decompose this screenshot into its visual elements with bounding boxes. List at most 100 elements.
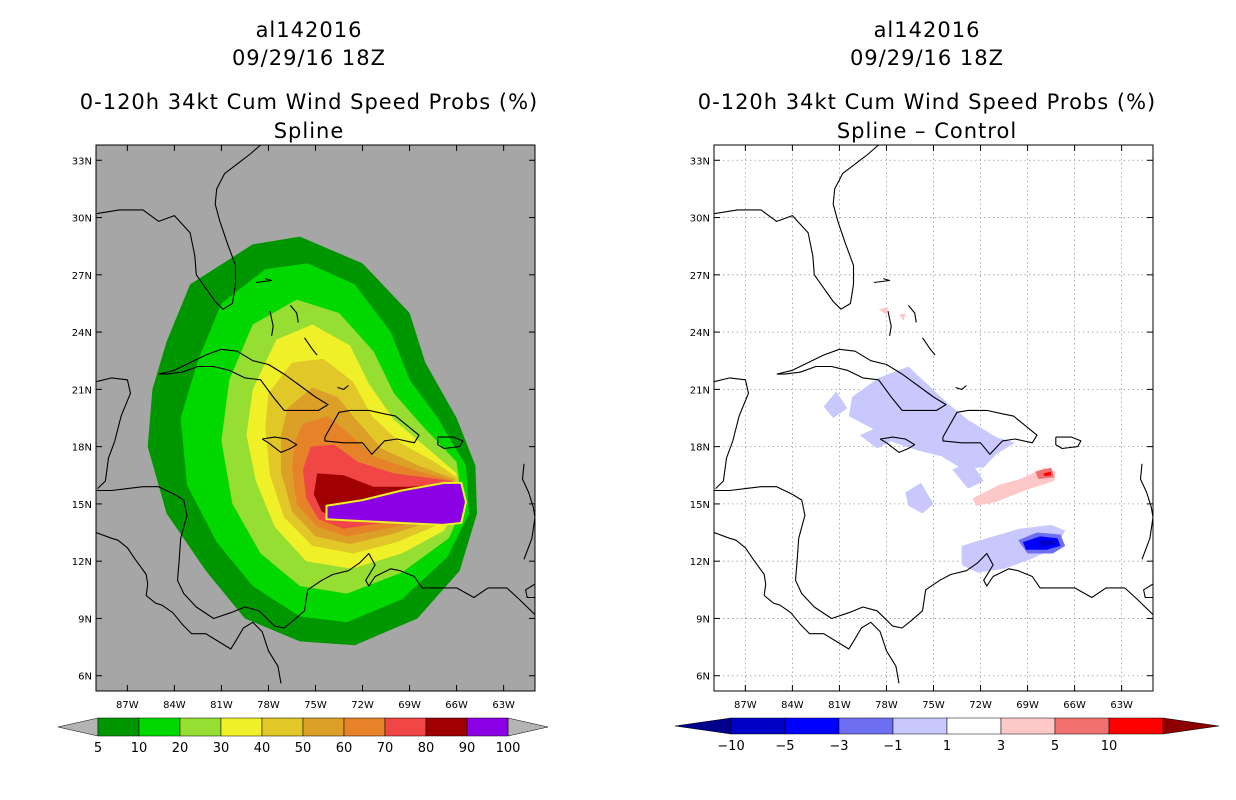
colorbar-label: 70 [377,741,394,756]
y-tick-label: 24N [72,328,92,339]
storm-id: al142016 [873,18,981,42]
x-tick-label: 69W [398,700,421,711]
difference-region [1038,540,1056,546]
coastline [1055,436,1082,450]
colorbar-swatch [343,717,386,737]
colorbar-label: 60 [336,741,353,756]
y-tick-label: 9N [78,614,92,625]
coastline [887,310,892,336]
colorbar-swatch [1000,717,1056,735]
colorbar-swatch [97,717,140,737]
coastline [942,409,1038,455]
panel-difference: al142016 09/29/16 18Z 0-120h 34kt Cum Wi… [618,0,1236,800]
coastline [922,337,936,356]
colorbar-label: 10 [131,741,148,756]
coastline [158,348,329,411]
coastline [1139,463,1153,560]
y-tick-label: 27N [690,271,710,282]
coastline [776,348,947,411]
colorbar-label: −10 [717,739,744,754]
coastline [714,145,879,310]
colorbar-high-arrow [1162,717,1220,735]
colorbar-label: 30 [213,741,230,756]
colorbar-swatch [730,717,786,735]
x-tick-label: 84W [163,700,186,711]
difference-region [1043,471,1052,477]
plot-area [714,145,1153,691]
panel-spline: al142016 09/29/16 18Z 0-120h 34kt Cum Wi… [57,18,549,756]
coastline [269,310,274,336]
colorbar-label: −5 [775,739,794,754]
colorbar-label: 80 [418,741,435,756]
y-tick-label: 15N [72,500,92,511]
product-title: 0-120h 34kt Cum Wind Speed Probs (%) [697,90,1157,114]
y-tick-label: 18N [72,443,92,454]
difference-region [952,461,984,489]
colorbar-swatch [261,717,304,737]
x-tick-label: 84W [781,700,804,711]
coastline [714,377,750,489]
forecast-datetime: 09/29/16 18Z [849,46,1005,70]
colorbar-label: −1 [883,739,902,754]
x-tick-label: 87W [734,700,757,711]
y-tick-label: 6N [696,672,710,683]
coastline [337,385,349,390]
x-tick-label: 78W [875,700,898,711]
coastline [437,436,464,450]
y-tick-label: 33N [690,156,710,167]
colorbar-label: 40 [254,741,271,756]
y-tick-label: 18N [690,443,710,454]
coastline [873,278,891,284]
colorbar-label: 20 [172,741,189,756]
x-tick-label: 69W [1016,700,1039,711]
wind-prob-map: 87W 84W 81W 78W 75W 72W 69W 66W 63W 6N 9N 12N 15N 18N… [57,144,549,756]
y-tick-label: 24N [690,328,710,339]
x-tick-label: 63W [492,700,515,711]
y-tick-label: 33N [72,156,92,167]
coastline [96,531,282,684]
difference-region [899,313,906,321]
y-tick-label: 30N [690,214,710,225]
y-tick-label: 9N [696,614,710,625]
colorbar-swatch [784,717,840,735]
colorbar-swatch [838,717,894,735]
y-tick-label: 6N [78,672,92,683]
colorbar-swatch [946,717,1002,735]
x-tick-label: 75W [304,700,327,711]
x-tick-label: 81W [210,700,233,711]
colorbar-label: 3 [997,739,1005,754]
plot-area [96,145,535,684]
colorbar-label: 10 [1101,739,1118,754]
colorbar-label: −3 [829,739,848,754]
forecast-datetime: 09/29/16 18Z [231,46,387,70]
coastline [1143,583,1153,599]
colorbar-label: 50 [295,741,312,756]
panel-subtitle: Spline – Control [836,119,1018,143]
colorbar-swatch [425,717,468,737]
colorbar-label: 1 [943,739,951,754]
difference-region [905,482,934,514]
x-tick-label: 78W [257,700,280,711]
coastline [261,436,298,453]
panel-subtitle: Spline [273,119,345,143]
colorbar-low-arrow [57,717,99,737]
colorbar-label: 5 [94,741,102,756]
coastline [324,409,420,455]
y-tick-label: 12N [72,557,92,568]
x-tick-label: 63W [1110,700,1133,711]
difference-region [823,391,848,418]
y-tick-label: 21N [690,385,710,396]
difference-region [972,467,1056,506]
difference-region [878,307,888,315]
x-tick-label: 66W [1063,700,1086,711]
coastline [714,486,1153,629]
colorbar-label: 5 [1051,739,1059,754]
x-tick-label: 81W [828,700,851,711]
colorbar-swatch [1108,717,1164,735]
x-tick-label: 87W [116,700,139,711]
coastline [289,305,299,323]
colorbar-swatch [138,717,181,737]
coastline [879,436,916,453]
colorbar-swatch [384,717,427,737]
product-title: 0-120h 34kt Cum Wind Speed Probs (%) [79,90,539,114]
